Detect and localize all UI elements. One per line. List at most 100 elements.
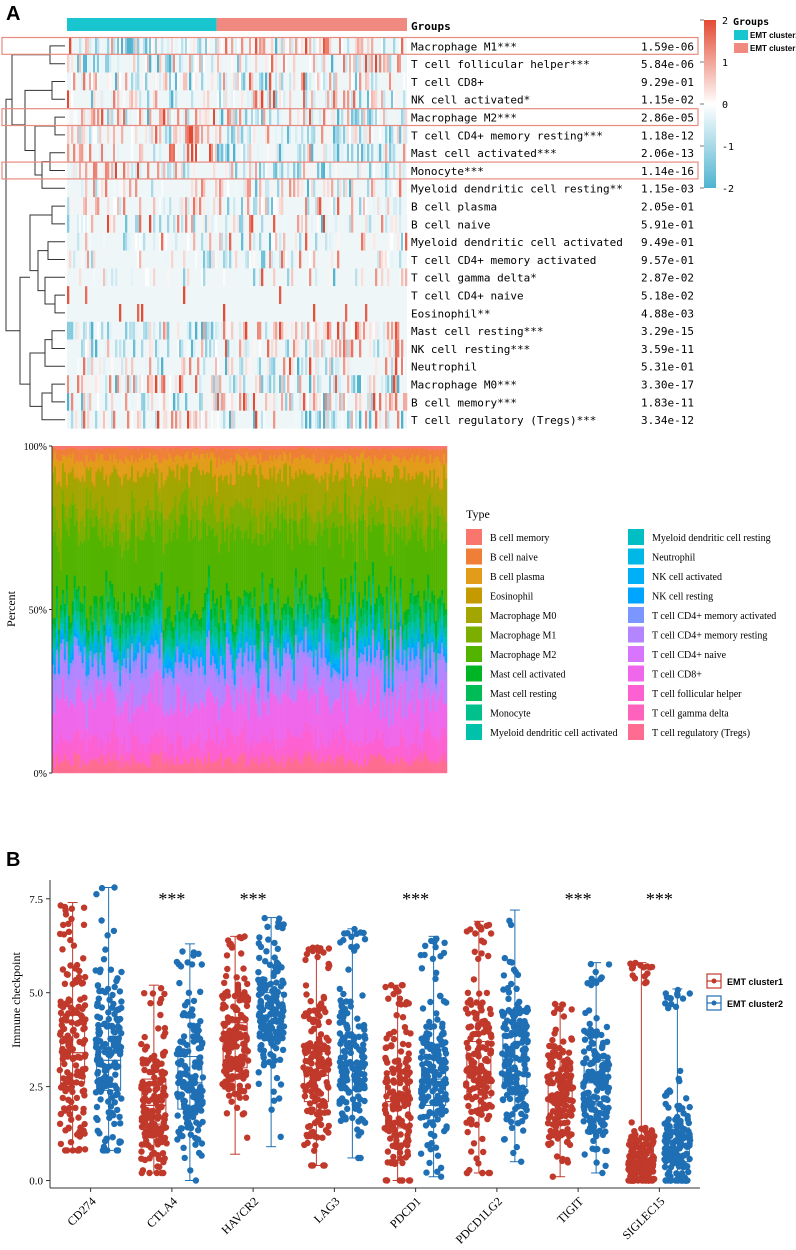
stacked-segment [53, 666, 57, 675]
heatmap-cell [103, 410, 106, 429]
heatmap-cell [337, 197, 340, 215]
stacked-segment [219, 753, 223, 774]
stacked-segment [158, 668, 161, 706]
heatmap-cell [321, 215, 324, 233]
dendrogram-link [54, 294, 65, 314]
stacked-segment [204, 473, 207, 475]
heatmap-cell [359, 321, 362, 340]
stacked-segment [152, 634, 155, 637]
stacked-segment [129, 722, 132, 755]
heatmap-cell [309, 410, 312, 429]
dendrogram-link [51, 81, 65, 100]
stacked-segment [308, 512, 311, 545]
stacked-segment [89, 446, 92, 450]
heatmap-cell [261, 197, 264, 215]
stacked-segment [302, 613, 306, 627]
stacked-segment [251, 641, 254, 647]
stacked-segment [188, 762, 191, 765]
heatmap-cell [271, 357, 274, 376]
stacked-segment [85, 652, 88, 661]
stacked-segment [129, 679, 132, 722]
stacked-segment [132, 735, 136, 758]
stacked-segment [283, 648, 286, 655]
heatmap-cell [323, 410, 326, 429]
stacked-segment [290, 449, 294, 464]
stacked-segment [134, 446, 138, 448]
stacked-segment [273, 758, 276, 761]
stacked-segment [219, 608, 223, 618]
stacked-segment [259, 618, 262, 632]
stacked-segment [277, 638, 280, 648]
heatmap-cell [185, 37, 188, 55]
stacked-segment [219, 741, 223, 753]
stacked-segment [312, 446, 315, 448]
stacked-segment [146, 447, 150, 459]
stacked-segment [310, 733, 313, 757]
stacked-segment [198, 541, 201, 620]
stacked-segment [267, 675, 270, 679]
heatmap-cell [137, 215, 140, 233]
stacked-segment [73, 479, 76, 504]
stacked-segment [255, 703, 258, 743]
heatmap-cell [149, 339, 152, 358]
stacked-segment [65, 696, 69, 741]
heatmap-cell [95, 339, 98, 358]
stacked-segment [213, 649, 217, 654]
stacked-bar [298, 446, 302, 774]
heatmap-cell [379, 393, 382, 411]
stacked-segment [136, 652, 140, 658]
heatmap-row-pvalue: 5.18e-02 [641, 290, 694, 303]
heatmap-cell [105, 339, 108, 358]
stacked-segment [180, 494, 183, 516]
stacked-segment [136, 606, 140, 621]
stacked-bar [271, 446, 274, 774]
stacked-segment [253, 683, 256, 749]
heatmap-cell [297, 215, 300, 233]
stacked-segment [318, 483, 321, 511]
stacked-segment [160, 447, 163, 463]
stacked-segment [109, 476, 112, 529]
stacked-segment [255, 643, 258, 650]
stacked-segment [75, 476, 78, 479]
stacked-segment [324, 762, 327, 764]
heatmap-cell [173, 215, 176, 233]
stacked-segment [322, 529, 325, 568]
stacked-segment [292, 684, 296, 703]
stacked-bar [134, 446, 138, 774]
stacked-segment [312, 662, 315, 667]
stacked-segment [131, 646, 134, 683]
stacked-segment [294, 472, 298, 503]
stacked-segment [202, 675, 205, 703]
stacked-bar [75, 446, 78, 774]
heatmap-cell [85, 179, 88, 198]
stacked-segment [178, 662, 181, 671]
stacked-segment [320, 476, 323, 523]
stacked-segment [275, 668, 278, 674]
stacked-segment [184, 758, 187, 774]
stacked-segment [255, 757, 258, 774]
heatmap-cell [171, 108, 174, 126]
stacked-segment [253, 620, 256, 628]
stacked-segment [227, 643, 231, 651]
heatmap-cell [203, 393, 206, 411]
stacked-segment [55, 631, 59, 642]
stacked-segment [172, 666, 175, 671]
heatmap-cell [237, 321, 240, 340]
stacked-segment [200, 760, 203, 774]
heatmap-cell [279, 161, 282, 180]
heatmap-cell [195, 410, 198, 429]
panel-label-a: A [6, 3, 20, 25]
stacked-bar [192, 446, 195, 774]
stacked-segment [87, 645, 90, 652]
stacked-segment [211, 527, 215, 590]
stacked-segment [223, 678, 227, 687]
heatmap-cell [153, 375, 156, 393]
stacked-segment [115, 758, 118, 761]
heatmap-cell [213, 250, 216, 269]
stacked-segment [186, 632, 189, 642]
stacked-segment [156, 597, 159, 607]
heatmap-cell [85, 339, 88, 358]
stacked-segment [300, 640, 304, 650]
stacked-bar [109, 446, 112, 774]
heatmap-cell [371, 37, 374, 55]
